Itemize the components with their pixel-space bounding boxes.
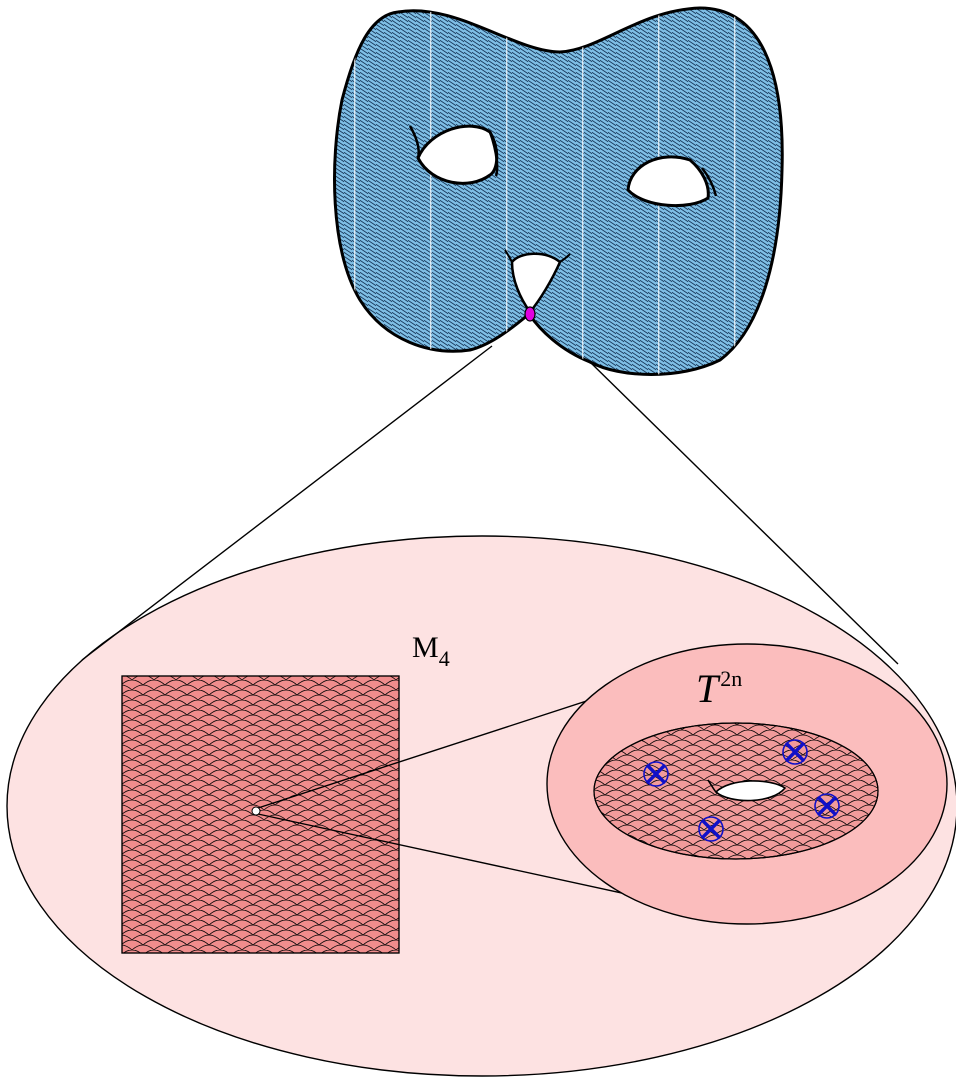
- right-eye-hole: [626, 155, 710, 208]
- singularity-marker-1: [643, 761, 669, 787]
- singularity-marker-4-ring: [698, 816, 724, 842]
- mask-surface: [333, 6, 784, 376]
- singularity-marker-3: [814, 793, 840, 819]
- singularity-marker-3-cross: [817, 796, 837, 816]
- singularity-markers: [643, 739, 840, 842]
- torus-superscript: 2n: [720, 666, 742, 691]
- local-point: [251, 806, 261, 816]
- torus-hole-fold: [707, 779, 717, 793]
- singularity-marker-4-cross: [701, 819, 721, 839]
- singularity-marker-2: [782, 739, 808, 765]
- mask-stripes: [334, 8, 783, 375]
- torus-label: T2n: [696, 666, 742, 711]
- singularity-marker-2-cross: [785, 742, 805, 762]
- pinch-point: [524, 306, 536, 322]
- singularity-marker-1-cross: [646, 764, 666, 784]
- torus-hole: [714, 780, 787, 802]
- torus-inner-outline: [593, 722, 879, 860]
- zoom-line-left: [81, 345, 493, 661]
- nose-hole: [510, 252, 562, 315]
- singularity-marker-4: [698, 816, 724, 842]
- singularity-marker-1-ring: [643, 761, 669, 787]
- left-eye-fold: [408, 125, 499, 177]
- singularity-marker-2-ring: [782, 739, 808, 765]
- right-eye-fold: [701, 167, 718, 197]
- torus-inset: [546, 643, 948, 925]
- manifold-subscript: 4: [439, 646, 450, 671]
- singularity-marker-3-ring: [814, 793, 840, 819]
- manifold-label: M4: [412, 631, 450, 671]
- zoom-line-right: [589, 361, 899, 665]
- nose-fold: [504, 249, 571, 263]
